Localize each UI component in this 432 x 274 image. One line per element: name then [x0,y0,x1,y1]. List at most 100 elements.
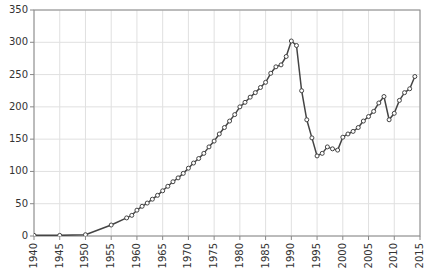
point [382,95,386,99]
y-tick-label: 350 [9,4,28,15]
point [346,132,350,136]
point [186,166,190,170]
point [336,148,340,152]
chart: 0501001502002503003501940194519501955196… [0,0,432,274]
point [34,233,36,236]
x-tick [34,236,35,240]
x-tick [85,236,86,240]
point [58,233,62,236]
point [243,100,247,104]
point [351,129,355,133]
point [408,87,412,91]
y-tick-label: 150 [9,133,28,144]
point [166,184,170,188]
point [161,189,165,193]
point [274,65,278,69]
x-grid-line [394,10,395,236]
x-tick-label: 1980 [234,243,245,268]
point [176,176,180,180]
y-tick-label: 200 [9,101,28,112]
point [145,201,149,205]
x-grid-line [214,10,215,236]
point [397,98,401,102]
x-tick [317,236,318,240]
x-grid-line [136,10,137,236]
point [341,135,345,139]
point [228,119,232,123]
point [217,132,221,136]
point [238,105,242,109]
x-grid-line [368,10,369,236]
point [315,154,319,158]
x-tick-label: 2000 [337,243,348,268]
x-tick-label: 1985 [260,243,271,268]
point [289,39,293,43]
point [197,157,201,161]
point [156,193,160,197]
x-tick [368,236,369,240]
point [279,63,283,67]
point [294,44,298,48]
y-tick [30,171,34,172]
x-tick-label: 1955 [105,243,116,268]
x-tick-label: 1960 [131,243,142,268]
x-tick-label: 2005 [363,243,374,268]
point [222,126,226,130]
y-tick-label: 250 [9,69,28,80]
point [300,89,304,93]
x-tick [214,236,215,240]
point [258,85,262,89]
point [403,91,407,95]
x-grid-line [342,10,343,236]
point [331,147,335,151]
point [413,75,417,79]
x-tick-label: 1950 [79,243,90,268]
grid [34,10,420,236]
y-tick [30,106,34,107]
x-tick [342,236,343,240]
x-grid-line [239,10,240,236]
y-tick-label: 100 [9,165,28,176]
x-tick-label: 1940 [28,243,39,268]
point [171,180,175,184]
y-tick [30,203,34,204]
point [361,119,365,123]
x-tick [111,236,112,240]
x-tick-label: 1965 [157,243,168,268]
point [372,109,376,113]
x-tick-label: 1945 [54,243,65,268]
y-tick-label: 300 [9,36,28,47]
series [34,39,417,236]
point [207,145,211,149]
point [392,111,396,115]
point [253,91,257,95]
y-grid-line [34,106,420,107]
point [310,136,314,140]
point [202,151,206,155]
point [109,223,113,227]
y-grid-line [34,139,420,140]
x-grid-line [59,10,60,236]
x-grid-line [111,10,112,236]
x-grid-line [265,10,266,236]
point [135,208,139,212]
x-tick-label: 1975 [208,243,219,268]
point [320,151,324,155]
x-tick [162,236,163,240]
x-tick [59,236,60,240]
y-grid-line [34,171,420,172]
x-tick [136,236,137,240]
y-tick [30,74,34,75]
x-tick-label: 1995 [311,243,322,268]
x-tick [420,236,421,240]
x-tick [394,236,395,240]
y-tick [30,236,34,237]
axes: 0501001502002503003501940194519501955196… [9,4,425,268]
point [264,80,268,84]
x-grid-line [317,10,318,236]
y-tick [30,10,34,11]
y-tick [30,42,34,43]
point [284,54,288,58]
point [377,101,381,105]
point [181,171,185,175]
